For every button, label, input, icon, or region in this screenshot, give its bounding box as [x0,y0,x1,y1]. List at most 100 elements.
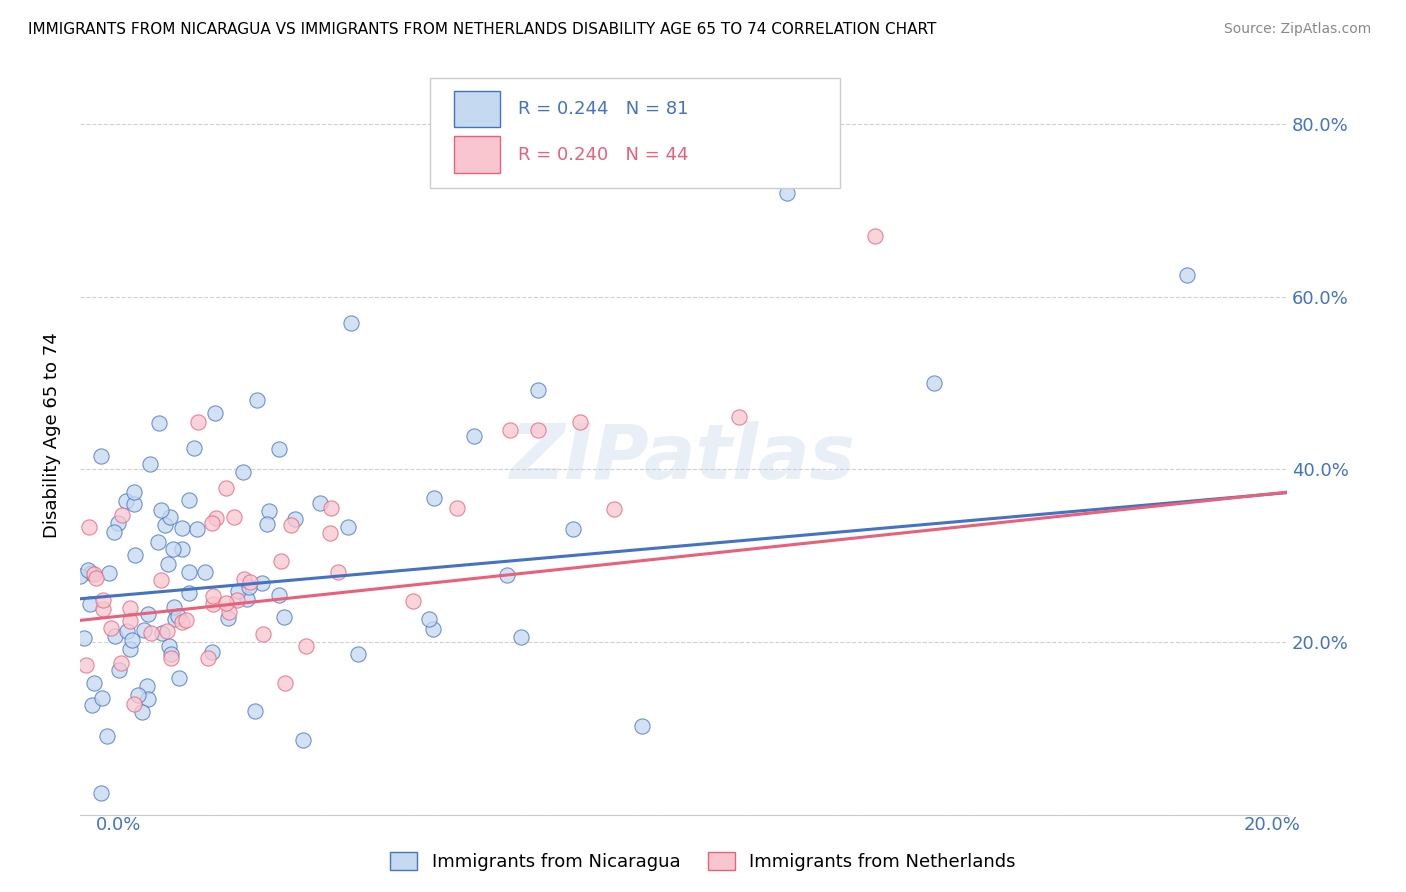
Point [91,593,114,607]
Point [136,691,159,706]
Point [120,614,142,628]
Point [308,495,330,509]
Point [284,512,307,526]
Point [202,597,225,611]
Point [177,585,200,599]
Point [499,423,522,437]
Point [174,613,197,627]
Point [1175,268,1198,283]
Point [153,518,176,533]
Text: R = 0.240   N = 44: R = 0.240 N = 44 [517,145,689,163]
Point [139,457,162,471]
Point [131,705,153,719]
Point [157,639,180,653]
Point [291,732,314,747]
Point [233,572,256,586]
Point [150,573,173,587]
Point [274,676,297,690]
Point [215,596,238,610]
Point [103,524,125,539]
Point [77,563,100,577]
Point [232,465,254,479]
Point [110,657,132,671]
Point [148,416,170,430]
Point [148,535,170,549]
Point [117,624,139,639]
Point [336,520,359,534]
Point [186,522,208,536]
Point [197,651,219,665]
Point [139,626,162,640]
Point [245,704,267,718]
Point [162,541,184,556]
Point [510,630,533,644]
Y-axis label: Disability Age 65 to 74: Disability Age 65 to 74 [44,332,60,538]
Point [236,591,259,606]
Text: IMMIGRANTS FROM NICARAGUA VS IMMIGRANTS FROM NETHERLANDS DISABILITY AGE 65 TO 74: IMMIGRANTS FROM NICARAGUA VS IMMIGRANTS … [28,22,936,37]
Point [165,612,187,626]
Point [110,508,132,522]
Point [273,610,295,624]
Point [204,406,226,420]
Text: Source: ZipAtlas.com: Source: ZipAtlas.com [1223,22,1371,37]
Point [100,621,122,635]
Point [127,688,149,702]
Point [187,415,209,429]
Legend: Immigrants from Nicaragua, Immigrants from Netherlands: Immigrants from Nicaragua, Immigrants fr… [384,845,1022,879]
Point [280,517,302,532]
Text: 20.0%: 20.0% [1244,816,1301,834]
Point [321,501,343,516]
Point [346,647,368,661]
Point [79,597,101,611]
Point [90,786,112,800]
Point [90,449,112,463]
Point [159,510,181,524]
Point [72,631,94,645]
FancyBboxPatch shape [430,78,841,188]
Point [104,629,127,643]
FancyBboxPatch shape [454,136,501,173]
Point [256,516,278,531]
Point [728,409,751,424]
Point [526,423,548,437]
Point [166,609,188,624]
Point [84,571,107,585]
Point [922,376,945,390]
Point [239,575,262,590]
Point [136,680,159,694]
Point [863,229,886,244]
Point [201,645,224,659]
Point [118,601,141,615]
Point [418,612,440,626]
Point [250,575,273,590]
Point [205,510,228,524]
Point [149,503,172,517]
Point [177,566,200,580]
Point [75,657,97,672]
Point [121,633,143,648]
Point [194,565,217,579]
Point [98,566,121,580]
Point [170,521,193,535]
Point [422,491,444,505]
Point [124,548,146,562]
Text: ZIPatlas: ZIPatlas [510,421,856,495]
Point [90,691,112,706]
Point [295,639,318,653]
Point [160,651,183,665]
Point [422,622,444,636]
Point [201,516,224,531]
Point [775,186,797,201]
Point [269,588,291,602]
Point [83,566,105,581]
Text: 0.0%: 0.0% [96,816,141,834]
Point [122,497,145,511]
Point [183,442,205,456]
Point [401,594,423,608]
Point [267,442,290,456]
Point [527,383,550,397]
Point [270,554,292,568]
Point [69,569,91,583]
Point [163,599,186,614]
Point [224,510,246,524]
